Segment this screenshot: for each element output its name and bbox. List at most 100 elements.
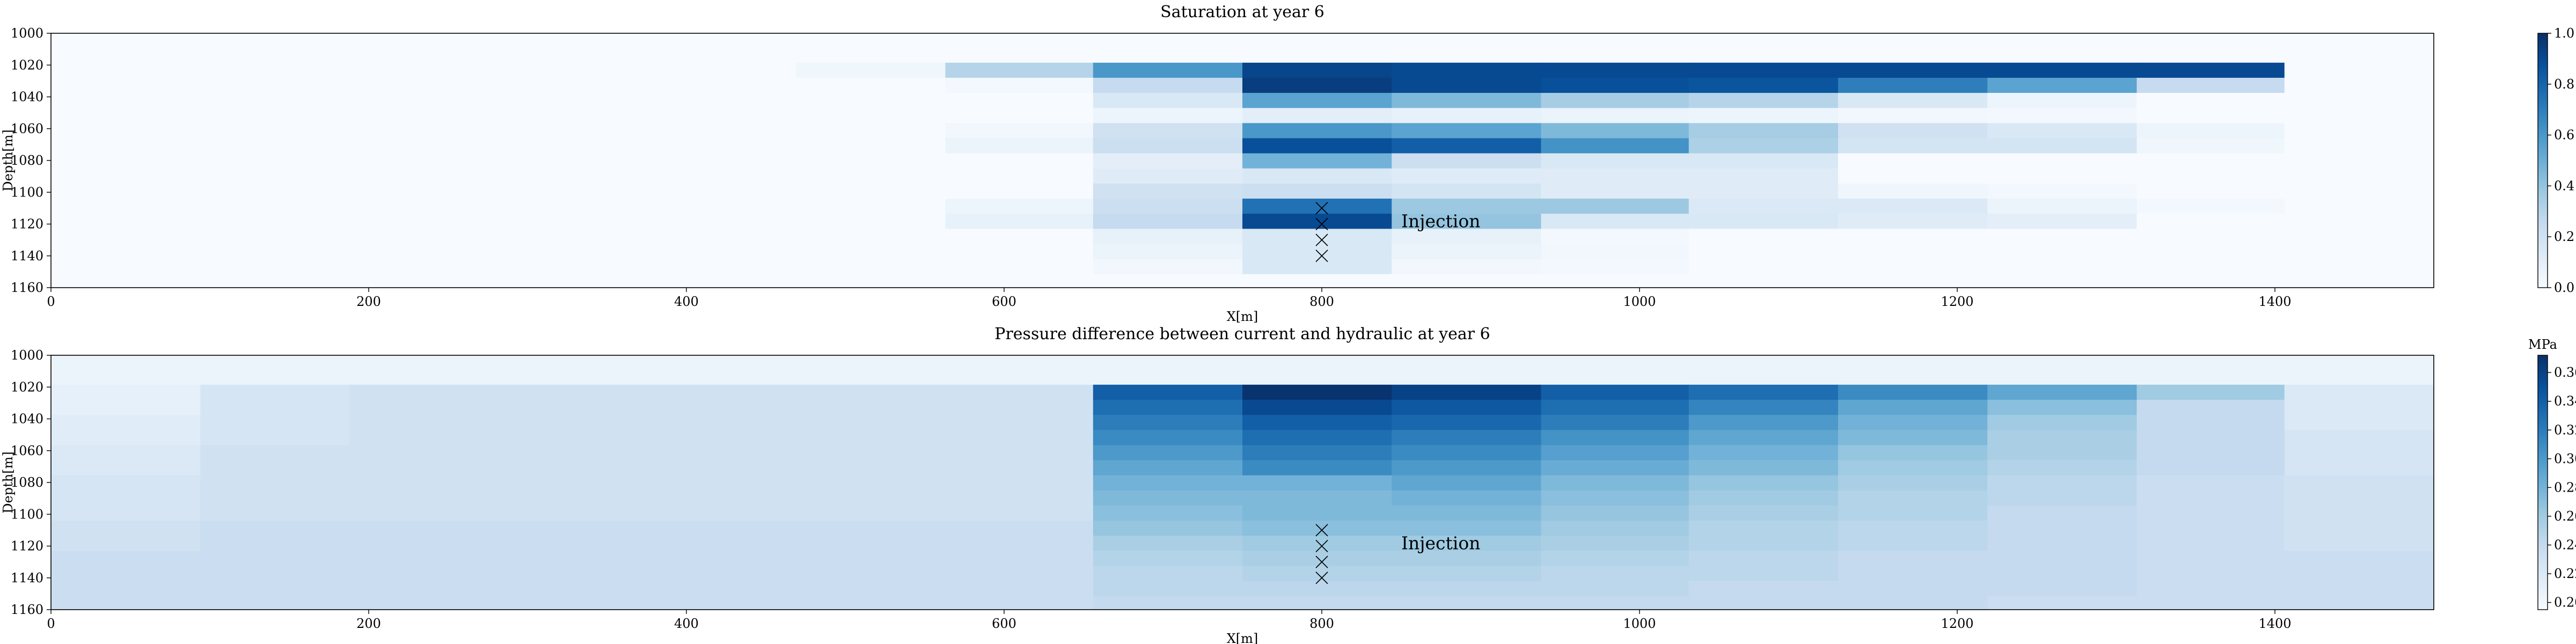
heatmap-cell (2136, 199, 2285, 214)
x-tick-label: 400 (674, 616, 699, 631)
heatmap-cell (945, 551, 1094, 567)
heatmap-cell (1541, 430, 1689, 445)
heatmap-cell (2136, 505, 2285, 521)
heatmap-cell (2136, 430, 2285, 445)
heatmap-cell (497, 153, 647, 169)
heatmap-cell (1838, 384, 1988, 400)
heatmap-cell (1541, 259, 1689, 275)
heatmap-cell (1093, 399, 1243, 415)
heatmap-cell (2136, 399, 2285, 415)
heatmap-cell (349, 168, 498, 184)
colorbar-tick-label: 0.8 (2554, 77, 2574, 92)
heatmap-cell (1987, 274, 2138, 288)
heatmap-cell (51, 153, 201, 169)
heatmap-cell (945, 138, 1094, 154)
heatmap-cell (796, 521, 946, 536)
heatmap-cell (945, 214, 1094, 229)
heatmap-cell (1838, 521, 1988, 536)
heatmap-cell (2136, 581, 2285, 597)
heatmap-cell (1093, 33, 1243, 63)
heatmap-cell (2136, 566, 2285, 582)
heatmap-cell (945, 536, 1094, 551)
colorbar-tick-label: 0.4 (2554, 178, 2574, 193)
heatmap-cell (1093, 536, 1243, 551)
heatmap-cell (497, 490, 647, 506)
heatmap-cell (1838, 430, 1988, 445)
heatmap-cell (349, 445, 498, 461)
heatmap-cell (1987, 108, 2138, 123)
heatmap-cell (647, 93, 796, 108)
x-tick-label: 600 (992, 616, 1016, 631)
heatmap-cell (1093, 355, 1243, 385)
colorbar-tick-label: 0.36 (2554, 365, 2576, 380)
heatmap-cell (1392, 138, 1542, 154)
heatmap-cell (945, 460, 1094, 476)
heatmap-cell (200, 183, 350, 199)
heatmap-cell (497, 536, 647, 551)
heatmap-cell (647, 108, 796, 123)
heatmap-cell (200, 168, 350, 184)
y-tick-label: 1140 (11, 248, 43, 264)
heatmap-cell (945, 77, 1094, 93)
heatmap-cell (1688, 460, 1839, 476)
heatmap-cell (51, 199, 201, 214)
heatmap-cell (945, 355, 1094, 385)
heatmap-cell (2136, 33, 2285, 63)
heatmap-cell (647, 244, 796, 260)
heatmap-cell (945, 430, 1094, 445)
heatmap-cell (497, 168, 647, 184)
colorbar-tick-label: 0.2 (2554, 229, 2574, 244)
heatmap-cell (1987, 521, 2138, 536)
heatmap-cell (1392, 536, 1542, 551)
y-tick-label: 1100 (11, 507, 43, 522)
heatmap-cell (2136, 153, 2285, 169)
heatmap-cell (1242, 521, 1392, 536)
heatmap-cell (2136, 521, 2285, 536)
heatmap-cell (51, 183, 201, 199)
heatmap-cell (796, 183, 946, 199)
heatmap-cell (1242, 430, 1392, 445)
heatmap-cell (1242, 384, 1392, 400)
heatmap-cell (497, 62, 647, 78)
heatmap-cell (1838, 214, 1988, 229)
heatmap-cell (349, 138, 498, 154)
heatmap-cell (349, 536, 498, 551)
heatmap-cell (1688, 384, 1839, 400)
heatmap-cell (647, 445, 796, 461)
heatmap-cell (349, 93, 498, 108)
heatmap-cell (1688, 93, 1839, 108)
heatmap-cell (1093, 415, 1243, 430)
heatmap-cell (51, 33, 201, 63)
heatmap-cell (349, 415, 498, 430)
heatmap-cell (497, 108, 647, 123)
heatmap-cell (200, 229, 350, 245)
heatmap-cell (1838, 274, 1988, 288)
heatmap-cell (796, 475, 946, 491)
heatmap-cell (1838, 138, 1988, 154)
heatmap-cell (1093, 214, 1243, 229)
y-tick-label: 1140 (11, 570, 43, 586)
heatmap-cell (1987, 566, 2138, 582)
heatmap-cell (497, 259, 647, 275)
heatmap-cell (497, 596, 647, 610)
heatmap-cell (1392, 415, 1542, 430)
heatmap-cell (200, 384, 350, 400)
heatmap-cell (1987, 259, 2138, 275)
heatmap-cell (1838, 183, 1988, 199)
heatmap-cell (1987, 551, 2138, 567)
heatmap-cell (51, 581, 201, 597)
heatmap-cell (2284, 138, 2434, 154)
heatmap-cell (2284, 399, 2434, 415)
heatmap-cell (647, 505, 796, 521)
heatmap-cell (2284, 581, 2434, 597)
heatmap-cell (497, 93, 647, 108)
heatmap-cell (1541, 581, 1689, 597)
heatmap-cell (945, 123, 1094, 139)
heatmap-cell (1242, 596, 1392, 610)
heatmap-cell (647, 168, 796, 184)
injection-marker (1315, 233, 1328, 246)
heatmap-cell (349, 355, 498, 385)
heatmap-cell (51, 460, 201, 476)
heatmap-cell (1838, 415, 1988, 430)
heatmap-cell (200, 244, 350, 260)
